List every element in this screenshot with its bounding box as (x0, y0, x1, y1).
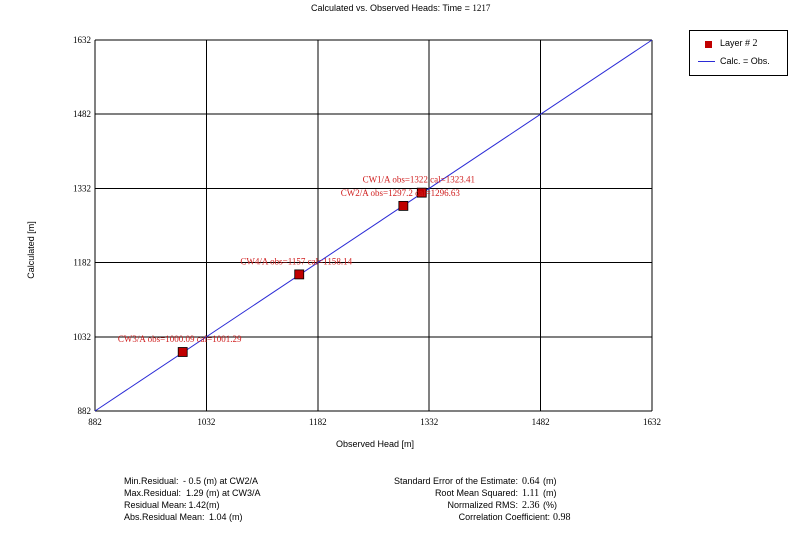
data-point-label: CW4/A obs=1157 cal=1158.14 (240, 256, 352, 266)
min-residual-value: - 0.5 (m) at CW2/A (183, 476, 259, 486)
chart-title: Calculated vs. Observed Heads: Time = 12… (311, 3, 490, 13)
y-tick-label: 1632 (73, 35, 91, 45)
nrms-label: Normalized RMS: (447, 500, 518, 510)
y-tick-label: 1332 (73, 183, 91, 193)
max-residual-value: 1.29 (m) at CW3/A (186, 488, 261, 498)
rms-label: Root Mean Squared: (434, 488, 518, 498)
legend-layer-marker (705, 41, 712, 48)
x-tick-label: 1332 (420, 417, 438, 427)
legend: Layer # 2 Calc. = Obs. (689, 30, 788, 76)
std-error-label: Standard Error of the Estimate: (393, 476, 518, 486)
identity-line (94, 39, 653, 412)
data-point-label: CW3/A obs=1000.09 cal=1001.29 (118, 334, 242, 344)
residual-mean-value: - 1.42(m) (183, 500, 220, 510)
x-tick-label: 1632 (643, 417, 661, 427)
data-point (177, 347, 188, 357)
x-axis-label: Observed Head [m] (336, 439, 415, 449)
y-tick-label: 882 (78, 406, 92, 416)
data-point (294, 269, 305, 280)
y-axis-label: Calculated [m] (26, 221, 36, 279)
std-error-value: 0.64 (522, 476, 540, 487)
nrms-value: 2.36 (522, 500, 540, 511)
residual-mean-label: Residual Mean: (124, 500, 187, 510)
abs-residual-mean-label: Abs.Residual Mean: (124, 512, 205, 522)
max-residual-label: Max.Residual: (124, 488, 182, 498)
data-point-label: CW2/A obs=1297.2 cal=1296.63 (341, 188, 461, 198)
legend-identity-line (698, 61, 715, 62)
x-tick-label: 1482 (532, 417, 550, 427)
x-tick-label: 1032 (197, 417, 215, 427)
y-tick-label: 1482 (73, 109, 91, 119)
y-tick-label: 1032 (73, 332, 91, 342)
nrms-unit: (%) (543, 500, 557, 510)
chart-title-text: Calculated vs. Observed Heads: Time = (311, 3, 470, 13)
time-value: 1217 (472, 3, 491, 13)
legend-layer-label: Layer # 2 (720, 38, 758, 49)
y-tick-label: 1182 (73, 258, 91, 268)
min-residual-label: Min.Residual: (124, 476, 179, 486)
abs-residual-mean-value: 1.04 (m) (209, 512, 243, 522)
x-tick-label: 1182 (309, 417, 327, 427)
legend-layer-text: Layer # (720, 38, 751, 48)
rms-value: 1.11 (522, 488, 540, 499)
legend-identity-label: Calc. = Obs. (720, 56, 770, 66)
data-point (398, 200, 409, 211)
std-error-unit: (m) (543, 476, 557, 486)
rms-unit: (m) (543, 488, 557, 498)
legend-layer-number: 2 (752, 38, 758, 49)
x-tick-label: 882 (88, 417, 102, 427)
data-point-label: CW1/A obs=1322 cal=1323.41 (363, 175, 475, 185)
corr-label: Correlation Coefficient: (458, 512, 550, 522)
corr-value: 0.98 (553, 512, 571, 523)
data-point (416, 187, 427, 198)
